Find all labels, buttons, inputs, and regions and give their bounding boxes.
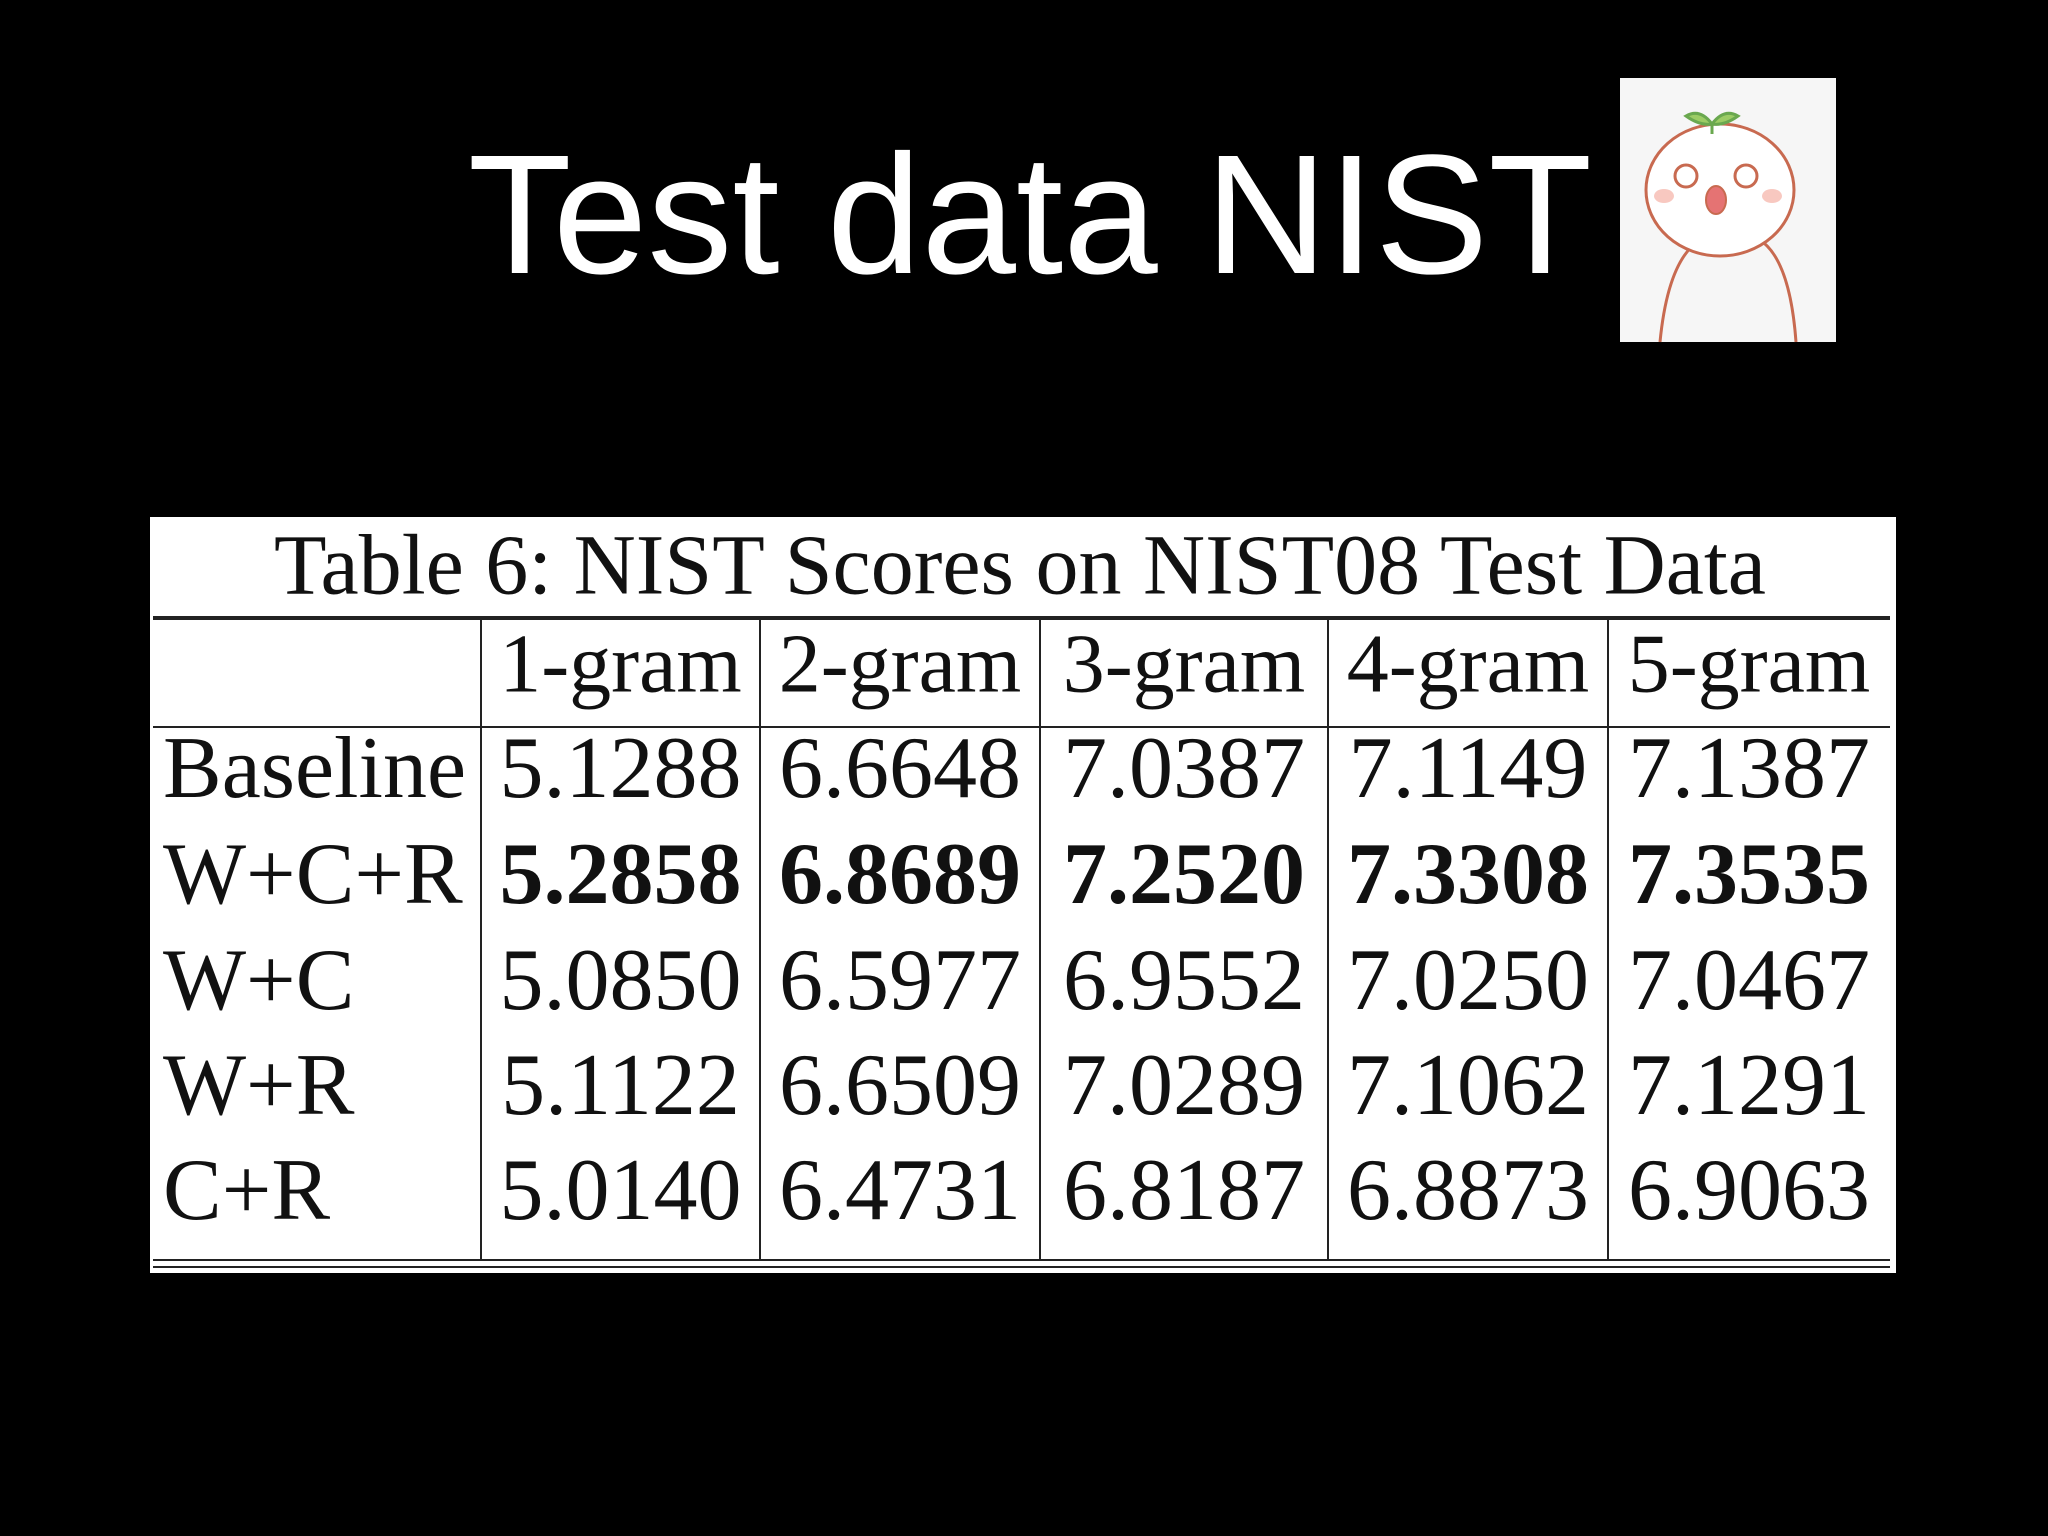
cell: 5.0140 xyxy=(500,1142,742,1239)
row-label: C+R xyxy=(163,1142,330,1239)
cell: 7.0387 xyxy=(1063,720,1305,817)
cell: 7.1149 xyxy=(1349,720,1588,817)
cell: 6.9552 xyxy=(1063,932,1305,1029)
cell: 6.6648 xyxy=(779,720,1021,817)
cell: 7.0250 xyxy=(1347,932,1589,1029)
cell: 5.1122 xyxy=(501,1037,740,1134)
cell: 7.1291 xyxy=(1628,1037,1870,1134)
table: Table 6: NIST Scores on NIST08 Test Data… xyxy=(150,517,1896,1273)
table-background xyxy=(150,517,1896,1273)
slide-title: Test data NIST xyxy=(468,120,1592,310)
table-caption: Table 6: NIST Scores on NIST08 Test Data xyxy=(274,517,1766,613)
cell: 6.8187 xyxy=(1063,1142,1305,1239)
cell: 7.2520 xyxy=(1063,826,1305,923)
cell: 6.9063 xyxy=(1628,1142,1870,1239)
column-header: 1-gram xyxy=(499,617,742,710)
cell: 7.0289 xyxy=(1063,1037,1305,1134)
cell: 5.2858 xyxy=(500,826,742,923)
column-header: 2-gram xyxy=(779,617,1022,710)
cell: 5.0850 xyxy=(500,932,742,1029)
cell: 5.1288 xyxy=(500,720,742,817)
cell: 6.4731 xyxy=(779,1142,1021,1239)
row-label: W+C+R xyxy=(163,826,463,923)
cell: 6.6509 xyxy=(779,1037,1021,1134)
cell: 6.8873 xyxy=(1347,1142,1589,1239)
cell: 6.8689 xyxy=(779,826,1021,923)
row-label: W+R xyxy=(163,1037,355,1134)
column-header: 3-gram xyxy=(1063,617,1306,710)
cell: 7.1062 xyxy=(1347,1037,1589,1134)
sticker xyxy=(1620,78,1836,343)
cell: 7.3308 xyxy=(1347,826,1589,923)
cell: 7.0467 xyxy=(1628,932,1870,1029)
column-header: 5-gram xyxy=(1628,617,1871,710)
cell: 6.5977 xyxy=(779,932,1021,1029)
column-header: 4-gram xyxy=(1347,617,1590,710)
cell: 7.3535 xyxy=(1628,826,1870,923)
row-label: W+C xyxy=(163,932,354,1029)
row-label: Baseline xyxy=(163,720,466,817)
cell: 7.1387 xyxy=(1628,720,1870,817)
